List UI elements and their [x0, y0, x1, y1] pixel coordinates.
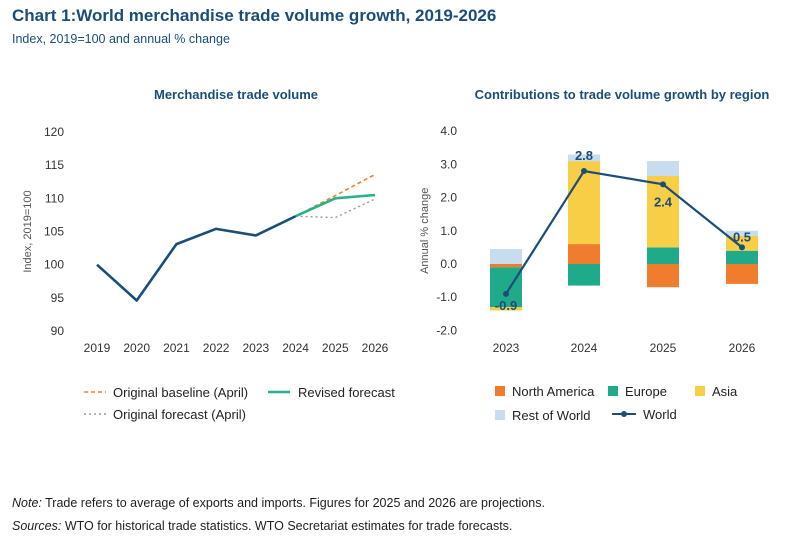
right-y-tick: 4.0	[440, 124, 457, 138]
left-x-tick: 2020	[123, 341, 150, 355]
legend-label-original-baseline: Original baseline (April)	[113, 385, 248, 400]
right-y-tick: 3.0	[440, 157, 457, 171]
right-x-tick: 2026	[729, 341, 756, 355]
bar-segment-north-america	[568, 244, 600, 264]
left-x-tick: 2019	[84, 341, 111, 355]
bar-segment-rest-of-world	[726, 230, 758, 236]
bar-segment-asia	[568, 161, 600, 245]
right-x-tick: 2024	[571, 341, 598, 355]
sources-label: Sources:	[12, 519, 62, 533]
left-y-tick: 105	[44, 225, 64, 239]
legend-swatch-world-marker	[621, 411, 627, 417]
bar-segment-rest-of-world	[490, 249, 522, 264]
left-x-tick: 2024	[282, 341, 309, 355]
world-data-label: 0.5	[733, 229, 751, 244]
legend-swatch-north-america	[495, 386, 505, 396]
left-x-tick: 2025	[322, 341, 349, 355]
right-y-tick: 1.0	[440, 224, 457, 238]
bar-segment-europe	[568, 264, 600, 286]
bar-segment-rest-of-world	[568, 154, 600, 162]
world-data-label: -0.9	[495, 298, 517, 313]
legend-label-rest-of-world: Rest of World	[512, 408, 591, 423]
sources-text: WTO for historical trade statistics. WTO…	[61, 519, 513, 533]
right-y-tick: 0.0	[440, 257, 457, 271]
left-y-tick: 120	[44, 125, 64, 139]
legend-swatch-rest-of-world	[495, 410, 505, 420]
right-y-tick: 2.0	[440, 191, 457, 205]
note-text: Trade refers to average of exports and i…	[41, 496, 545, 510]
right-panel-title: Contributions to trade volume growth by …	[475, 87, 770, 102]
left-x-tick: 2023	[243, 341, 270, 355]
bar-segment-north-america	[726, 264, 758, 284]
left-y-tick: 90	[51, 324, 65, 338]
legend-label-original-forecast: Original forecast (April)	[113, 407, 246, 422]
note-label: Note:	[12, 496, 42, 510]
world-point	[503, 290, 509, 297]
right-y-axis-label: Annual % change	[419, 188, 431, 274]
bar-segment-rest-of-world	[647, 161, 679, 177]
right-x-tick: 2025	[650, 341, 677, 355]
bar-segment-europe	[647, 247, 679, 264]
left-y-tick: 100	[44, 258, 64, 272]
chart-subtitle: Index, 2019=100 and annual % change	[12, 32, 230, 46]
world-point	[739, 244, 745, 251]
left-x-tick: 2022	[203, 341, 230, 355]
line-series-original-forecast	[295, 198, 376, 219]
bar-segment-north-america	[490, 264, 522, 268]
legend-label-world: World	[643, 407, 677, 422]
bar-segment-asia	[490, 307, 522, 311]
left-x-tick: 2026	[362, 341, 389, 355]
right-y-tick: -2.0	[436, 323, 457, 337]
world-data-label: 2.4	[654, 194, 673, 209]
right-y-tick: -1.0	[436, 290, 457, 304]
left-y-tick: 95	[51, 291, 65, 305]
left-x-tick: 2021	[163, 341, 190, 355]
legend-label-asia: Asia	[712, 384, 738, 399]
world-point	[581, 168, 587, 175]
world-line	[505, 169, 743, 295]
left-y-tick: 115	[45, 158, 64, 172]
legend-label-europe: Europe	[625, 384, 667, 399]
legend-swatch-europe	[608, 386, 618, 396]
left-y-tick: 110	[45, 191, 64, 205]
world-point	[660, 181, 666, 188]
chart-title: Chart 1:World merchandise trade volume g…	[12, 6, 497, 25]
bar-segment-asia	[726, 235, 758, 251]
line-series-historical	[96, 215, 297, 302]
legend-label-north-america: North America	[512, 384, 595, 399]
left-panel-title: Merchandise trade volume	[154, 87, 318, 102]
note-line: Note: Trade refers to average of exports…	[12, 496, 545, 510]
bar-segment-north-america	[647, 264, 679, 288]
sources-line: Sources: WTO for historical trade statis…	[12, 519, 512, 533]
bar-segment-europe	[726, 250, 758, 264]
legend-label-revised-forecast: Revised forecast	[298, 385, 395, 400]
bar-segment-europe	[490, 267, 522, 308]
bar-segment-asia	[647, 176, 679, 248]
world-data-label: 2.8	[575, 148, 593, 163]
legend-swatch-asia	[695, 386, 705, 396]
line-series-revised	[295, 193, 376, 218]
left-y-axis-label: Index, 2019=100	[22, 190, 34, 272]
right-x-tick: 2023	[493, 341, 520, 355]
